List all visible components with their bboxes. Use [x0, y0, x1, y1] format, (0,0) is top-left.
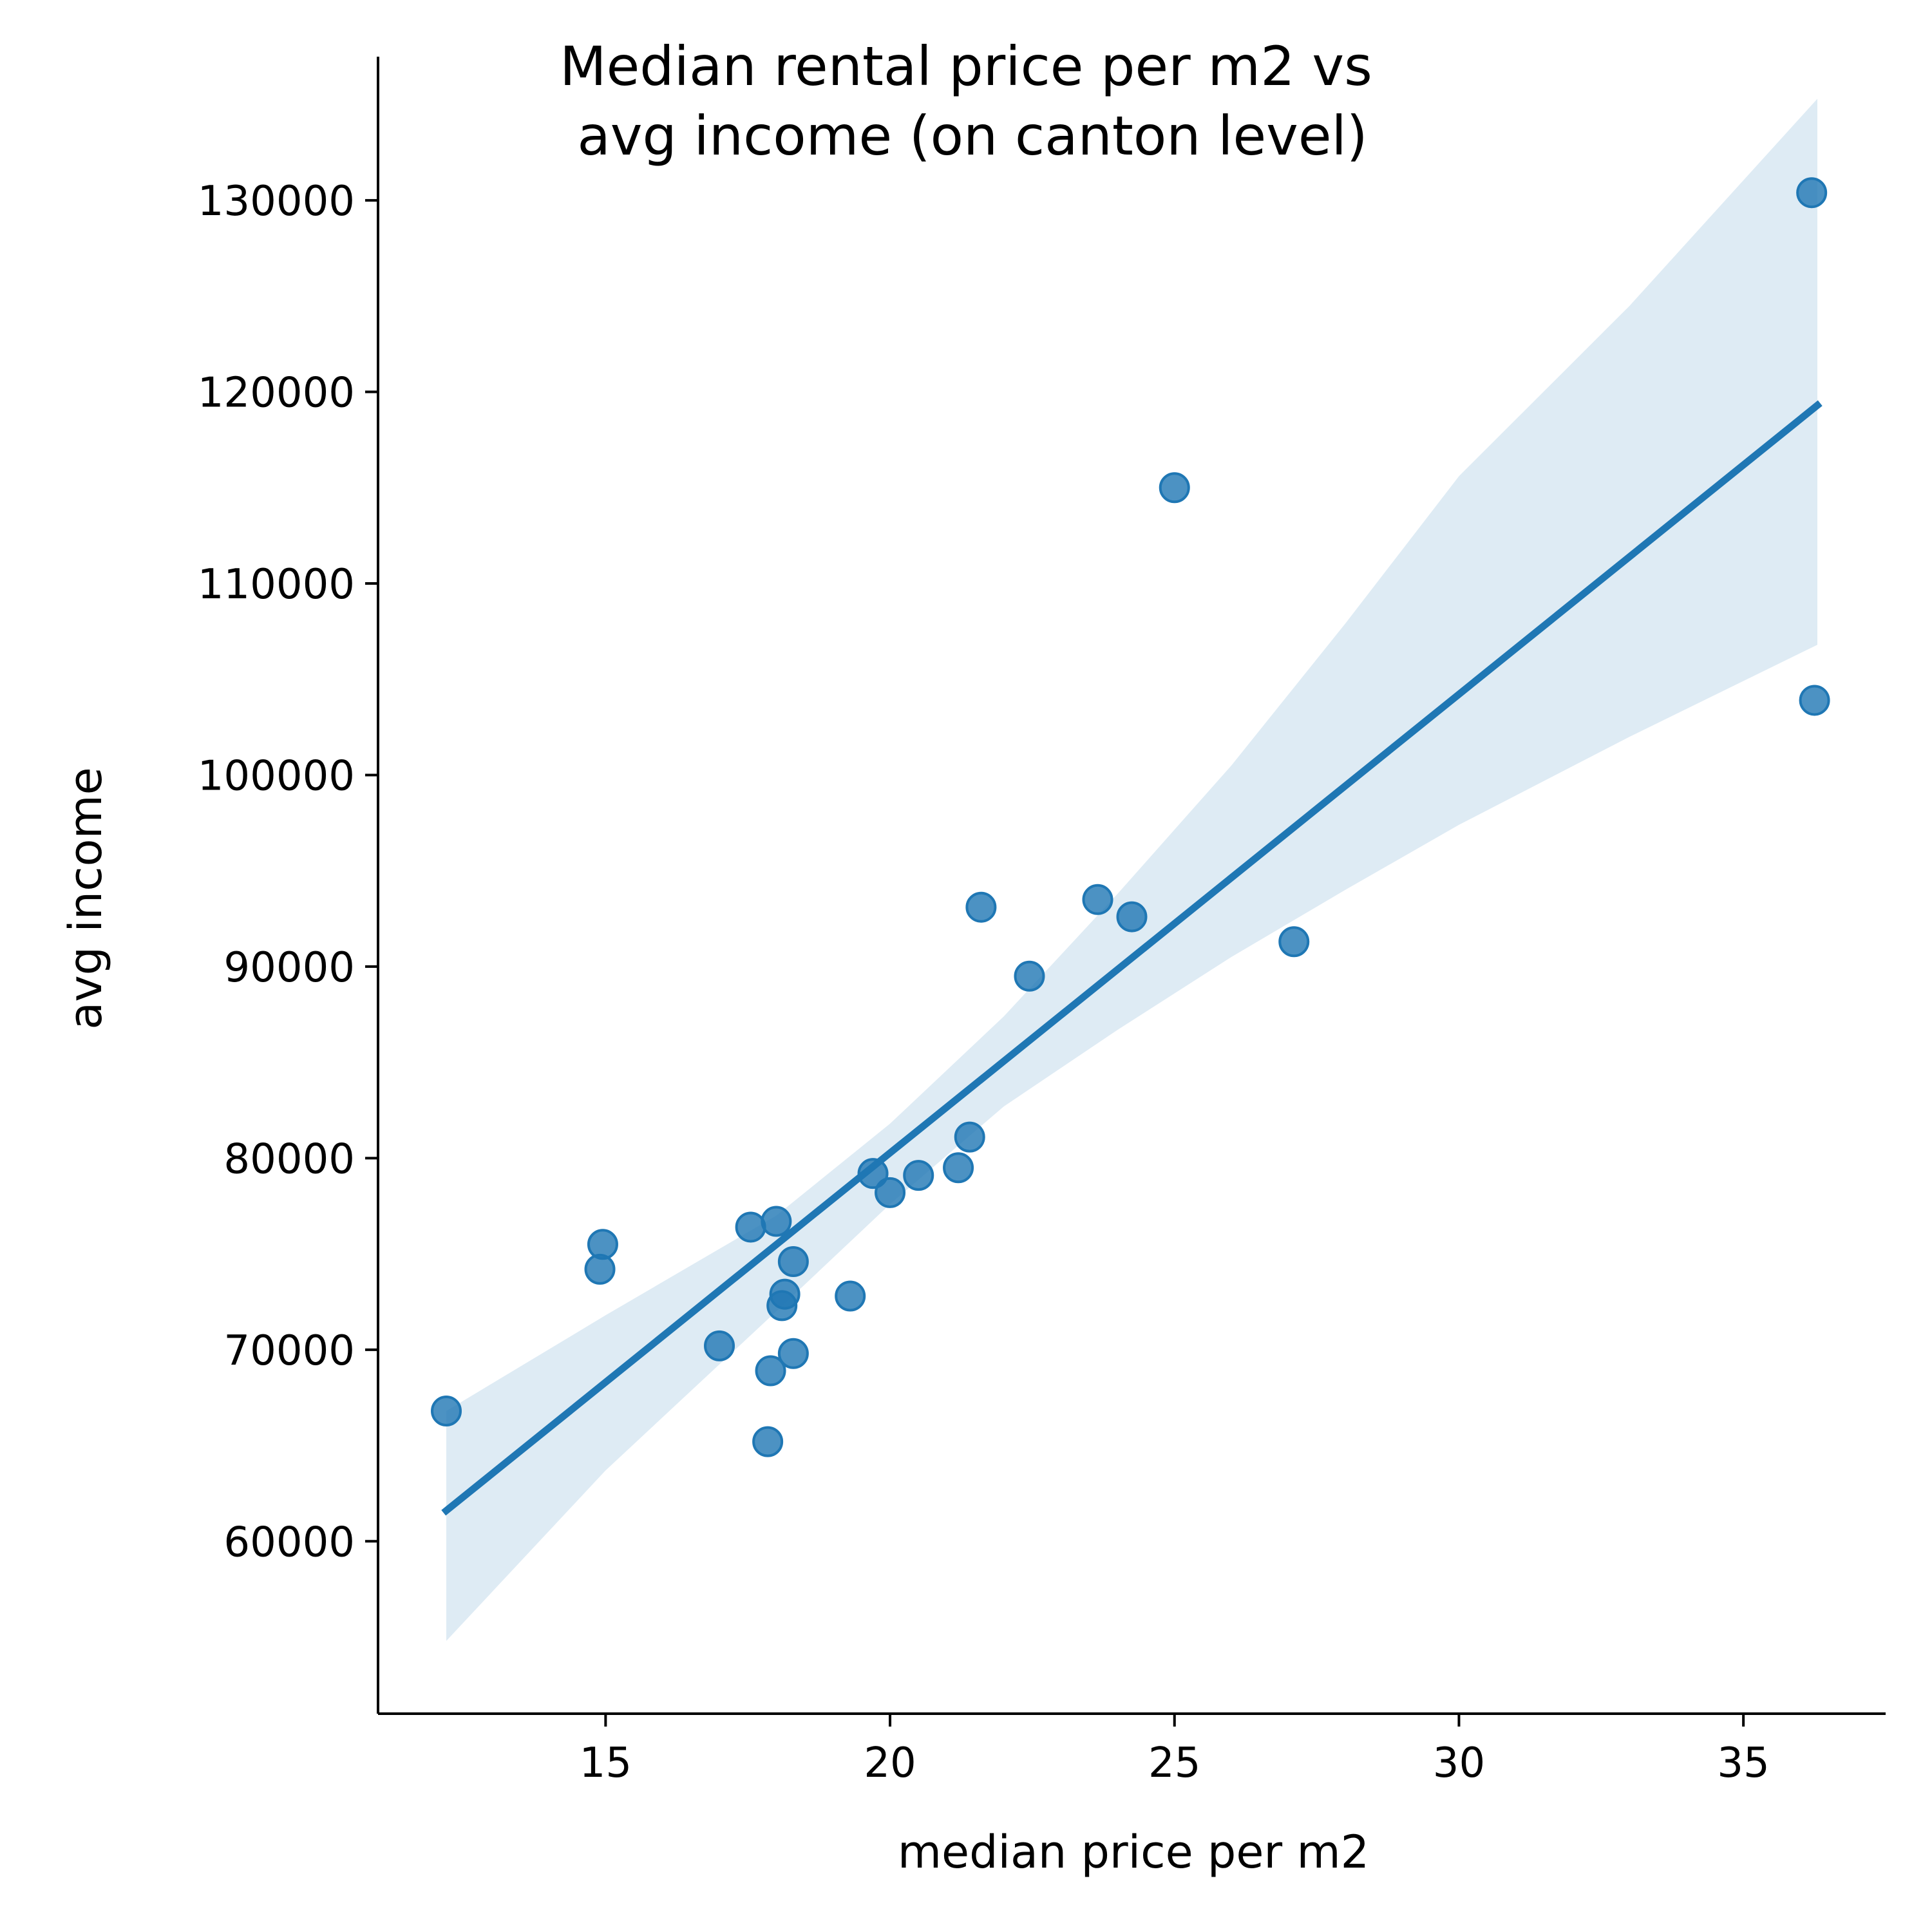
data-point [587, 1229, 618, 1260]
x-tick-label: 25 [1148, 1739, 1200, 1787]
axes-layer [377, 57, 1886, 1715]
y-tick-label: 70000 [223, 1327, 355, 1375]
y-tick-label: 120000 [198, 370, 355, 417]
data-point [1796, 177, 1828, 209]
data-point [761, 1206, 792, 1237]
x-tick-label: 30 [1433, 1739, 1485, 1787]
y-tick-label: 100000 [198, 752, 355, 800]
data-point [835, 1280, 866, 1312]
data-point [875, 1177, 906, 1208]
y-tick-label: 110000 [198, 561, 355, 609]
data-point [431, 1396, 462, 1427]
confidence-band [446, 99, 1817, 1642]
data-point [735, 1211, 766, 1243]
chart-title-line-1: Median rental price per m2 vs [560, 35, 1372, 98]
data-point [857, 1158, 889, 1189]
data-point [1014, 960, 1045, 992]
y-ticks: 60000 70000 80000 90000 100000 110000 120000 13… [198, 178, 378, 1566]
x-tick-label: 15 [580, 1739, 632, 1787]
regression-line [441, 400, 1823, 1516]
y-tick-label: 60000 [223, 1519, 355, 1566]
y-tick-label: 130000 [198, 178, 355, 225]
regression-line-layer [441, 400, 1823, 1516]
confidence-band-layer [446, 99, 1817, 1642]
data-point [1116, 901, 1148, 933]
data-point [1799, 685, 1830, 716]
data-point [777, 1338, 809, 1369]
x-tick-label: 35 [1717, 1739, 1769, 1787]
data-point [752, 1426, 784, 1457]
data-point [1082, 884, 1113, 915]
data-point [965, 891, 997, 923]
data-point [1159, 472, 1190, 504]
chart-title-line-2: avg income (on canton level) [577, 104, 1367, 167]
x-axis-label: median price per m2 [898, 1826, 1369, 1879]
data-point [769, 1278, 800, 1310]
data-point [903, 1160, 934, 1191]
data-points-layer [431, 177, 1830, 1457]
data-point [777, 1246, 809, 1278]
data-point [943, 1152, 974, 1184]
y-tick-label: 90000 [223, 944, 355, 992]
data-point [704, 1330, 735, 1361]
y-tick-label: 80000 [223, 1135, 355, 1183]
data-point [1278, 926, 1310, 958]
data-point [954, 1121, 985, 1153]
x-tick-label: 20 [864, 1739, 916, 1787]
data-point [755, 1355, 786, 1387]
x-ticks: 15 20 25 30 35 [580, 1714, 1770, 1787]
y-axis-label: avg income [59, 767, 112, 1029]
